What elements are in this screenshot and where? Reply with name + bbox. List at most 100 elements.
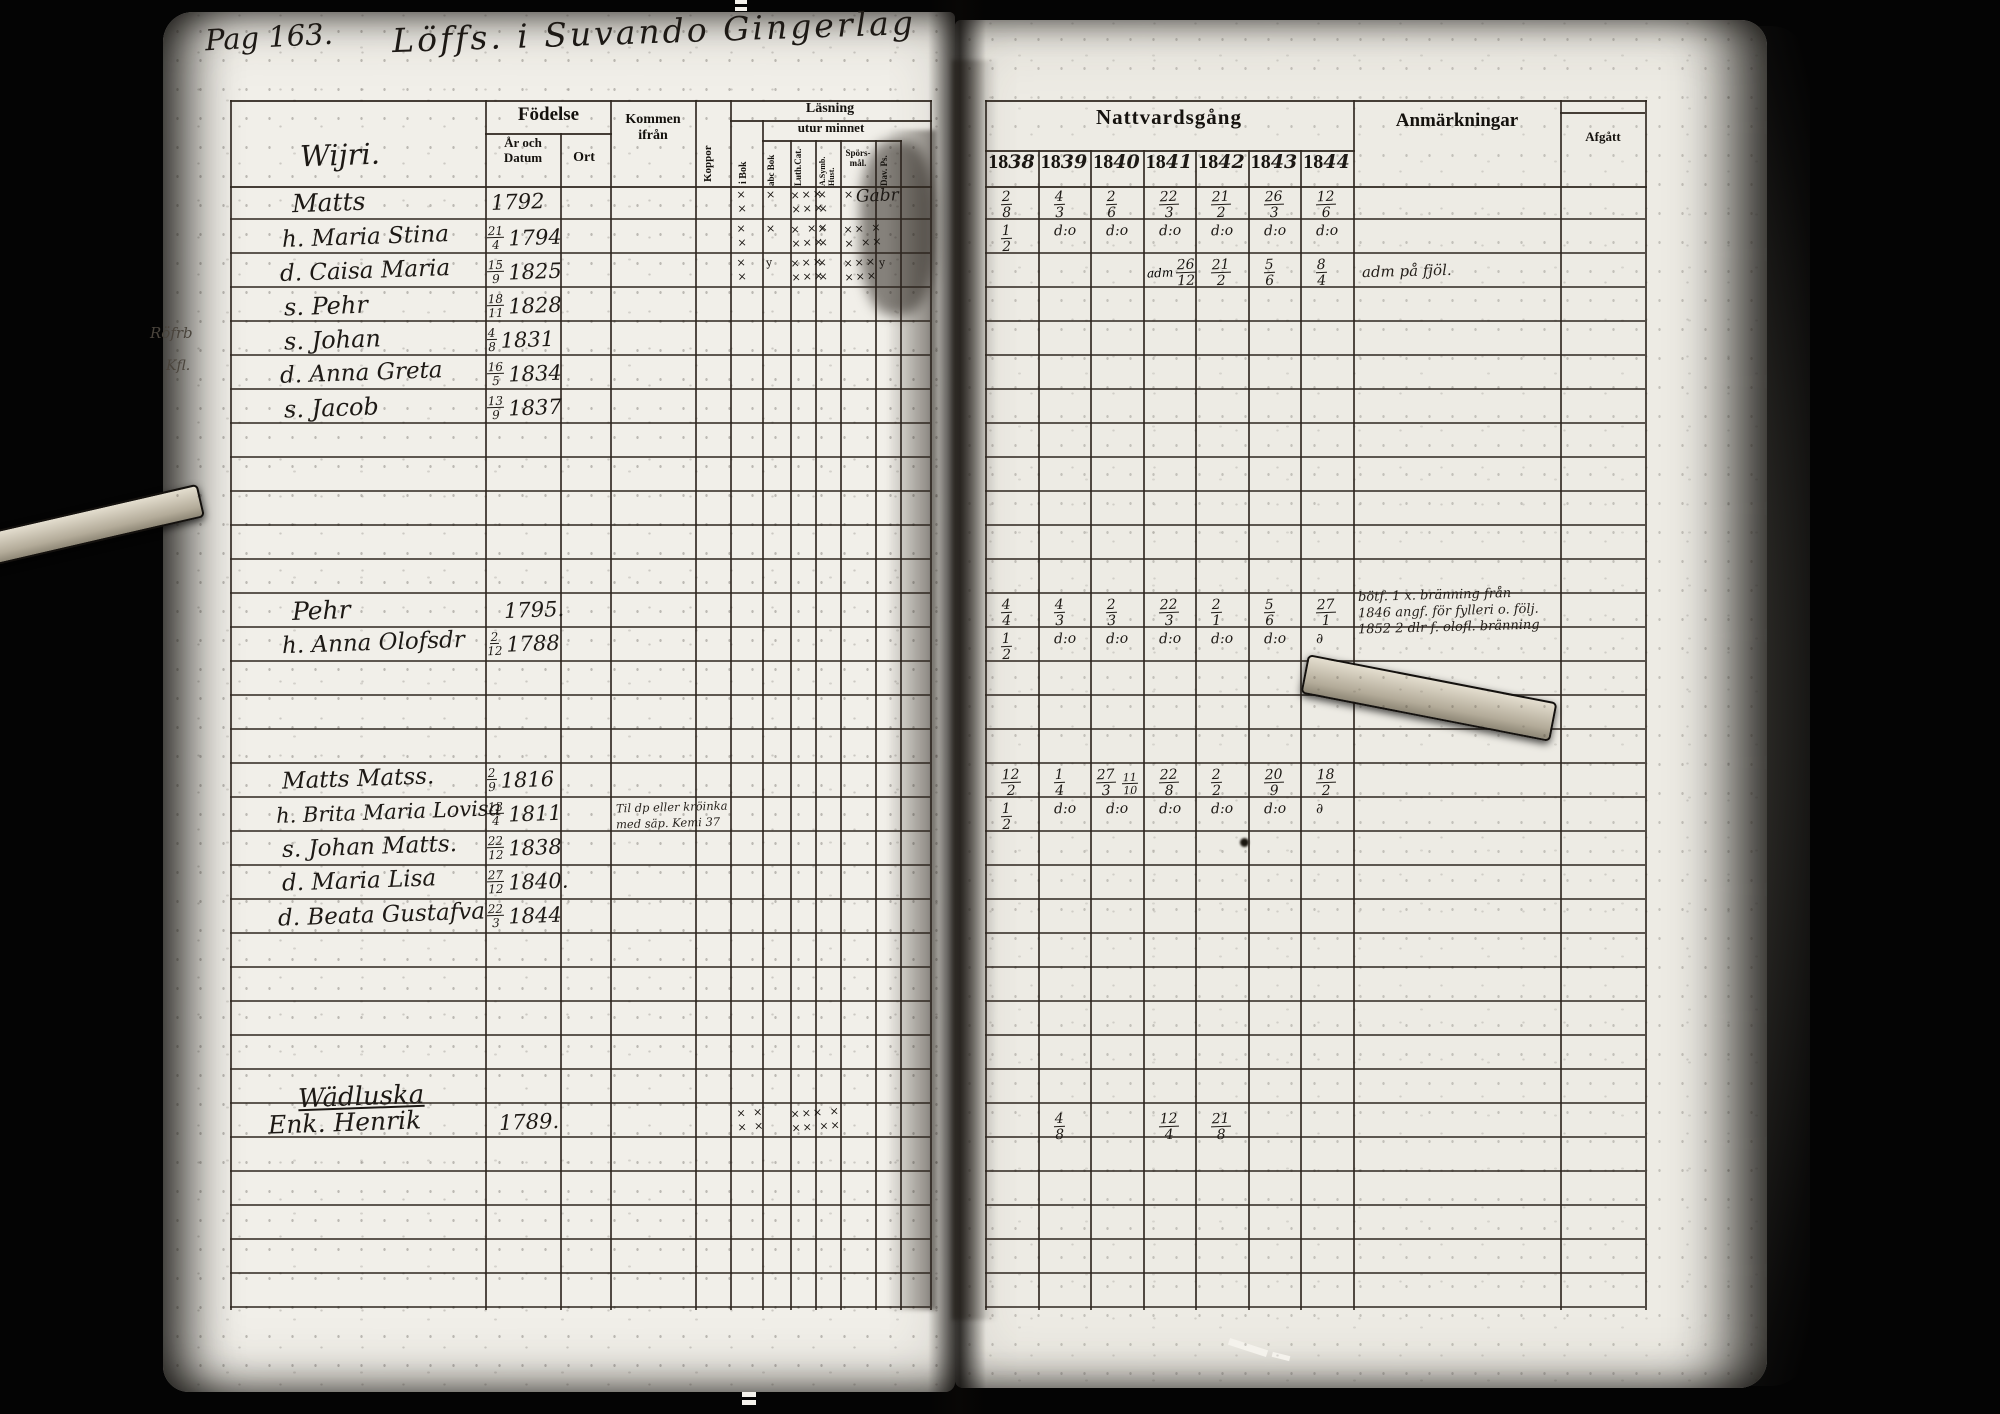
communion-entry: d:o [1053, 222, 1077, 240]
reading-marks: × × [817, 187, 831, 216]
header-ort: Ort [573, 150, 595, 165]
entry-birthdate: 21 4 1794 [486, 223, 563, 252]
entry-birthdate: 18 11 1828 [486, 291, 563, 320]
communion-entry: d:o [1158, 630, 1182, 648]
reading-marks: × × [736, 255, 750, 284]
header-utur-minnet: utur minnet [797, 120, 865, 135]
communion-entry: d:o [1263, 630, 1287, 648]
grid-line [985, 150, 1355, 152]
reading-marks: × × [736, 221, 750, 250]
header-afgatt: Afgått [1585, 129, 1621, 144]
communion-entry: 20 9 [1263, 766, 1284, 800]
birth-year: 1792 [490, 189, 545, 215]
communion-entry: 21 2 [1210, 188, 1231, 222]
year-suffix: 44 [1323, 151, 1350, 173]
header-anmarkningar: Anmärkningar [1395, 110, 1519, 131]
reading-marks: ××× × ×× ×× [790, 1104, 843, 1136]
reading-script-note: Gabr [855, 185, 900, 207]
farm-heading: Wijri. [299, 136, 381, 174]
film-notch [742, 1392, 756, 1397]
header-abc-bok: abc Bok [766, 154, 776, 186]
communion-entry: 18 2 [1315, 766, 1336, 800]
communion-entry: d:o [1263, 800, 1287, 818]
reading-marks: × [765, 187, 778, 202]
header-year-1841: 1841 [1143, 151, 1195, 173]
reading-marks: × [765, 221, 778, 236]
entry-name: Enk. Henrik [267, 1105, 422, 1140]
birth-year: 1828 [507, 292, 563, 319]
birth-day-fraction: 15 9 [486, 257, 505, 287]
header-dav-ps: Dav. Ps. [879, 155, 889, 186]
header-lasning: Läsning [805, 101, 855, 116]
header-fodelse: Födelse [517, 104, 580, 125]
communion-entry: 21 2 [1210, 256, 1231, 290]
entry-name: Matts Matss. [281, 763, 435, 795]
book-spine [928, 0, 986, 1414]
communion-entry: 26 12 [1175, 256, 1196, 290]
margin-note: Röfrb [150, 324, 193, 342]
communion-entry: d:o [1210, 630, 1234, 648]
entry-name: s. Pehr [283, 290, 369, 322]
reading-marks: × × × × [736, 1105, 766, 1135]
kommen-ifran-note: med säp. Kemi 37 [615, 814, 721, 832]
communion-entry: d:o [1053, 630, 1077, 648]
row-lines [230, 186, 930, 1310]
communion-entry: ∂ [1315, 800, 1324, 818]
entry-name: s. Johan [283, 324, 382, 356]
communion-entry: 11 10 [1121, 770, 1138, 798]
year-prefix: 18 [1145, 151, 1166, 173]
header-luth-cat: Luth.Cat. [793, 148, 803, 186]
entry-name: Matts [291, 186, 366, 219]
reading-marks: × × [817, 255, 831, 284]
birth-day-fraction: 22 12 [486, 833, 505, 863]
header-i-bok: i Bok [738, 161, 749, 184]
header-nattvardsgang: Nattvardsgång [1095, 105, 1242, 129]
birth-day-fraction: 2 12 [487, 629, 503, 659]
year-prefix: 18 [1303, 151, 1324, 173]
entry-birthdate: 22 12 1838 [486, 833, 563, 863]
reading-marks: × × [736, 187, 750, 216]
birth-year: 1840. [507, 868, 569, 895]
communion-entry: 26 3 [1263, 188, 1284, 222]
communion-adm-note: adm [1146, 265, 1174, 281]
communion-entry: ∂ [1315, 630, 1324, 648]
birth-day-fraction: 27 12 [486, 867, 505, 897]
year-suffix: 41 [1165, 151, 1193, 173]
birth-year: 1844 [507, 902, 563, 929]
entry-name: d. Maria Lisa [281, 865, 437, 897]
communion-entry: d:o [1210, 222, 1234, 240]
communion-entry: 27 3 [1095, 766, 1116, 800]
communion-entry: d:o [1105, 800, 1129, 818]
header-year-1842: 1842 [1195, 151, 1248, 173]
reading-marks: ××× ××× [843, 254, 879, 285]
communion-entry: d:o [1053, 800, 1077, 818]
communion-entry: d:o [1315, 222, 1339, 240]
birth-year: 1825 [507, 258, 563, 285]
header-ar-och-datum: År och Datum [503, 135, 543, 165]
entry-birthdate: 27 12 1840. [486, 867, 569, 897]
margin-note: Kfl. [166, 358, 191, 374]
entry-birthdate: 1792 [487, 189, 545, 215]
year-prefix: 18 [1198, 151, 1219, 173]
entry-birthdate: 4 8 1831 [486, 325, 555, 355]
birth-year: 1831 [500, 326, 555, 353]
header-sporsmal: Spörs- mål. [845, 148, 871, 169]
birth-year: 1794 [507, 224, 563, 251]
reading-marks: y [765, 255, 775, 270]
birth-year: 1838 [507, 834, 563, 861]
entry-birthdate: 13 9 1837 [486, 393, 562, 422]
entry-birthdate: 2 9 1816 [486, 765, 555, 795]
film-notch [735, 0, 747, 4]
